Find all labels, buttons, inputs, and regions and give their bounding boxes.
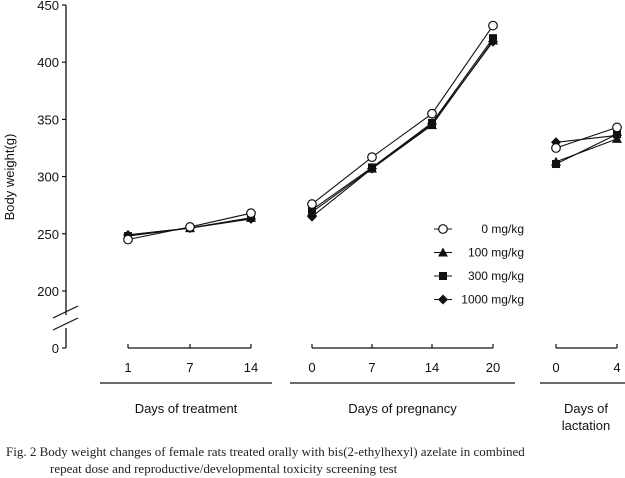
- y-tick-label: 400: [37, 55, 59, 70]
- series-line: [555, 138, 618, 163]
- marker-square: [439, 272, 447, 280]
- marker-circle: [612, 122, 622, 133]
- marker-circle: [438, 224, 448, 234]
- marker-triangle: [612, 133, 622, 143]
- marker-circle: [246, 208, 256, 219]
- y-tick-label: 350: [37, 112, 59, 127]
- marker-circle: [185, 222, 195, 232]
- legend-label: 0 mg/kg: [481, 222, 524, 236]
- x-tick-label: 14: [425, 360, 439, 375]
- series-line: [311, 40, 494, 213]
- x-tick-label: 1: [124, 360, 131, 375]
- marker-triangle: [438, 247, 448, 257]
- series-line: [311, 25, 494, 205]
- y-tick-label: 450: [37, 0, 59, 13]
- marker-circle: [307, 199, 317, 209]
- marker-circle: [427, 108, 437, 119]
- group-title: Days of: [564, 401, 608, 416]
- x-tick-label: 4: [613, 360, 620, 375]
- marker-circle: [488, 20, 498, 31]
- marker-circle: [123, 234, 133, 245]
- marker-triangle: [427, 120, 437, 130]
- group-title: lactation: [562, 418, 610, 433]
- y-axis-label: Body weight(g): [2, 134, 17, 221]
- marker-circle: [551, 143, 561, 153]
- axis-break-mark: [52, 317, 79, 331]
- marker-diamond: [438, 294, 448, 305]
- y-tick-label: 0: [52, 341, 59, 356]
- x-tick-label: 14: [244, 360, 258, 375]
- series-line: [555, 133, 618, 165]
- x-tick-label: 7: [186, 360, 193, 375]
- caption-line-2: repeat dose and reproductive/development…: [50, 461, 398, 476]
- legend-label: 1000 mg/kg: [461, 293, 524, 307]
- x-tick-label: 7: [368, 360, 375, 375]
- legend-label: 100 mg/kg: [468, 246, 524, 260]
- y-tick-label: 300: [37, 170, 59, 185]
- marker-triangle: [488, 35, 498, 45]
- x-tick-label: 0: [552, 360, 559, 375]
- group-title: Days of pregnancy: [348, 401, 457, 416]
- series-line: [555, 126, 618, 149]
- axis-break-mark: [52, 305, 79, 319]
- series-line: [311, 37, 494, 211]
- x-tick-label: 20: [486, 360, 500, 375]
- marker-triangle: [307, 207, 317, 217]
- y-tick-label: 250: [37, 227, 59, 242]
- caption-line-1: Fig. 2 Body weight changes of female rat…: [6, 444, 525, 459]
- marker-triangle: [367, 163, 377, 173]
- y-tick-label: 200: [37, 284, 59, 299]
- group-title: Days of treatment: [135, 401, 238, 416]
- marker-triangle: [551, 156, 561, 166]
- figure-caption: Fig. 2 Body weight changes of female rat…: [6, 443, 625, 477]
- x-tick-label: 0: [308, 360, 315, 375]
- marker-circle: [367, 152, 377, 163]
- series-line: [555, 134, 618, 143]
- legend-label: 300 mg/kg: [468, 269, 524, 283]
